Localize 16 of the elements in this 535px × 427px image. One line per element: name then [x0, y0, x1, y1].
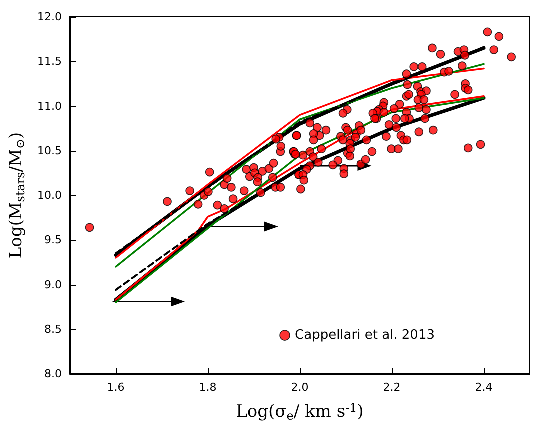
x-tick-label: 1.8: [199, 381, 217, 394]
y-tick-label: 11.0: [38, 100, 62, 113]
x-tick-label: 1.6: [107, 381, 125, 394]
y-tick-label: 10.0: [38, 189, 62, 202]
x-tick-label: 2.0: [291, 381, 309, 394]
x-tick-label: 2.2: [383, 381, 401, 394]
y-axis-title: Log(Mstars/M⊙): [6, 132, 28, 259]
y-tick-label: 9.0: [44, 278, 62, 292]
y-tick-label: 9.5: [44, 234, 62, 247]
y-tick-label: 8.5: [44, 322, 62, 336]
y-tick-label: 12.0: [38, 10, 62, 24]
x-tick-label: 2.4: [475, 381, 493, 394]
legend-label: Cappellari et al. 2013: [295, 328, 436, 343]
y-tick-label: 8.0: [44, 368, 62, 380]
y-tick-label: 11.5: [38, 55, 62, 68]
y-tick-label: 10.5: [38, 144, 62, 158]
